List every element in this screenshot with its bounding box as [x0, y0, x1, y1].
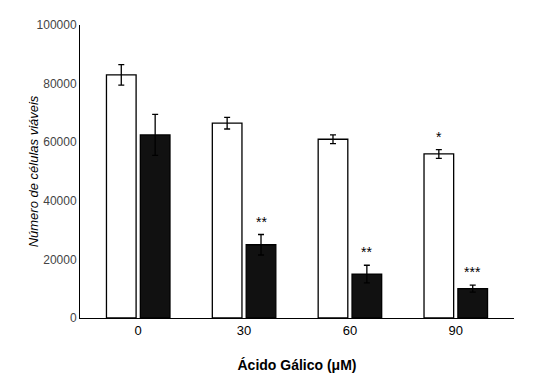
svg-text:0: 0 [135, 323, 142, 338]
svg-text:90: 90 [449, 323, 463, 338]
svg-text:20000: 20000 [43, 253, 77, 267]
svg-text:***: *** [464, 264, 481, 280]
svg-text:40000: 40000 [43, 194, 77, 208]
svg-text:80000: 80000 [43, 77, 77, 91]
svg-text:Número de células viáveis: Número de células viáveis [26, 95, 41, 247]
svg-text:Ácido Gálico (μM): Ácido Gálico (μM) [237, 357, 356, 373]
svg-text:60000: 60000 [43, 135, 77, 149]
svg-text:60: 60 [343, 323, 357, 338]
svg-text:100000: 100000 [37, 18, 77, 32]
svg-text:**: ** [361, 244, 372, 260]
svg-text:30: 30 [237, 323, 251, 338]
svg-text:0: 0 [70, 311, 77, 325]
svg-text:**: ** [256, 214, 267, 230]
svg-text:*: * [436, 129, 442, 145]
